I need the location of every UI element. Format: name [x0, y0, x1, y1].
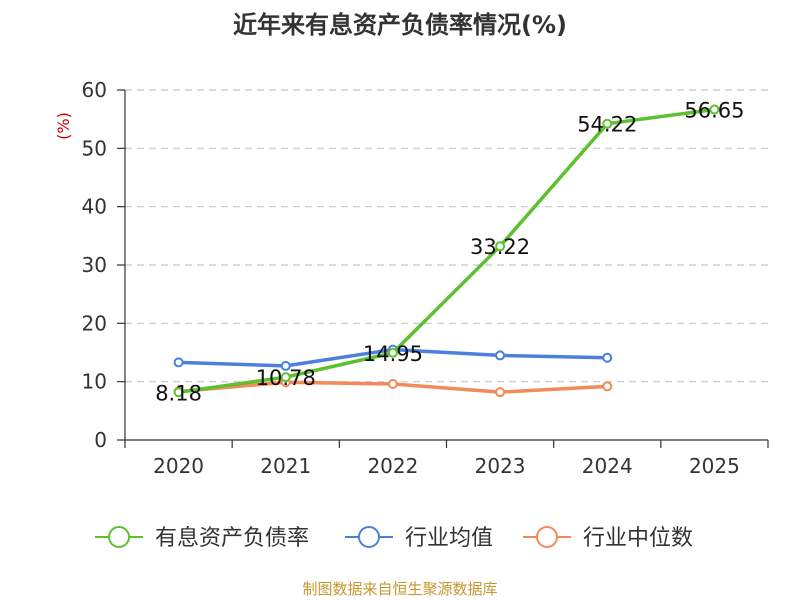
- y-tick-label-50: 50: [82, 136, 107, 160]
- legend-swatch-marker-1: [358, 526, 380, 548]
- data-label-2025: 56.65: [684, 99, 744, 123]
- legend-item-0: 有息资产负债率: [95, 526, 309, 551]
- y-axis-label: (%): [54, 112, 73, 140]
- x-tick-label-2020: 2020: [153, 454, 204, 478]
- y-tick-label-30: 30: [82, 253, 107, 277]
- point-0-2020: [173, 387, 184, 398]
- series-layer: [173, 104, 720, 398]
- series-line-0: [176, 107, 717, 395]
- point-0-2022: [387, 347, 398, 358]
- point-2-2022: [387, 379, 398, 389]
- legend-label-0: 有息资产负债率: [155, 526, 309, 551]
- point-0-2024: [602, 118, 613, 129]
- grid-lines: [125, 89, 768, 383]
- y-tick-label-0: 0: [94, 428, 107, 452]
- x-tick-label-2021: 2021: [260, 454, 311, 478]
- legend-swatch-marker-2: [536, 526, 558, 548]
- data-label-2022: 14.95: [363, 342, 423, 366]
- x-tick-label-2025: 2025: [689, 454, 740, 478]
- chart-title: 近年来有息资产负债率情况(%): [233, 11, 567, 39]
- point-0-2023: [495, 241, 506, 252]
- legend-swatch-marker-0: [108, 526, 130, 548]
- legend-item-2: 行业中位数: [523, 526, 693, 551]
- point-1-2024: [602, 352, 613, 363]
- axes: 0 10 20 30 40 50 60 2020 2021 2022 2023 2024 2025: [82, 78, 769, 478]
- series-2: [173, 377, 613, 398]
- x-tick-label-2022: 2022: [367, 454, 418, 478]
- data-label-2021: 10.78: [256, 366, 316, 390]
- point-0-2025: [709, 104, 720, 115]
- point-2-2023: [495, 387, 506, 398]
- data-labels: 8.18 10.78 14.95 33.22 54.22 56.65: [155, 99, 744, 406]
- point-1-2021: [280, 360, 291, 371]
- legend-item-1: 行业均值: [345, 526, 493, 551]
- data-label-2023: 33.22: [470, 235, 530, 259]
- series-0: [173, 104, 720, 398]
- legend: 有息资产负债率 行业均值 行业中位数: [95, 526, 693, 551]
- y-tick-label-40: 40: [82, 195, 107, 219]
- y-tick-label-20: 20: [82, 311, 107, 335]
- point-0-2021: [280, 372, 291, 383]
- y-tick-label-60: 60: [82, 78, 107, 102]
- point-2-2024: [602, 381, 613, 392]
- x-tick-label-2023: 2023: [475, 454, 526, 478]
- y-tick-label-10: 10: [82, 370, 107, 394]
- data-label-2020: 8.18: [155, 381, 202, 405]
- point-1-2023: [495, 350, 506, 361]
- x-tick-label-2024: 2024: [582, 454, 633, 478]
- legend-label-1: 行业均值: [405, 526, 493, 551]
- point-1-2020: [173, 357, 184, 368]
- source-footer: 制图数据来自恒生聚源数据库: [302, 580, 497, 598]
- legend-label-2: 行业中位数: [583, 526, 693, 551]
- data-label-2024: 54.22: [577, 113, 637, 137]
